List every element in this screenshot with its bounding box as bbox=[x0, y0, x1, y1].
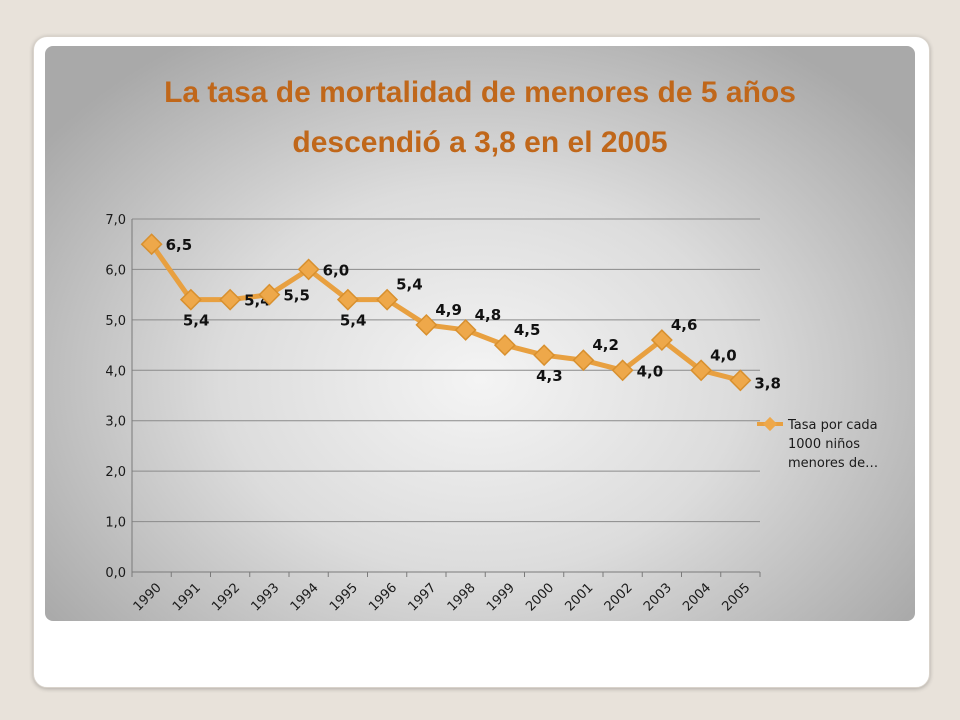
x-tick-label: 1996 bbox=[366, 580, 400, 614]
x-tick-label: 1994 bbox=[288, 580, 322, 614]
x-tick-label: 2003 bbox=[641, 580, 675, 614]
data-label: 6,5 bbox=[166, 236, 193, 254]
chart-title-line-1: La tasa de mortalidad de menores de 5 añ… bbox=[164, 76, 796, 109]
data-point bbox=[258, 283, 281, 306]
data-label: 4,0 bbox=[637, 362, 664, 380]
data-point bbox=[140, 233, 163, 256]
data-point bbox=[690, 359, 713, 382]
y-tick-label: 3,0 bbox=[105, 415, 126, 430]
data-label: 5,5 bbox=[283, 287, 310, 305]
x-tick-label: 1998 bbox=[445, 580, 479, 614]
data-point bbox=[650, 329, 673, 351]
x-tick-label: 2002 bbox=[602, 580, 636, 614]
data-label: 4,6 bbox=[671, 316, 698, 334]
data-label: 4,8 bbox=[475, 306, 502, 324]
legend-marker bbox=[762, 416, 778, 432]
data-point bbox=[611, 359, 634, 382]
x-tick-label: 1997 bbox=[405, 580, 439, 614]
x-tick-label: 2005 bbox=[719, 580, 753, 614]
chart-title: La tasa de mortalidad de menores de 5 añ… bbox=[45, 68, 915, 168]
data-label: 6,0 bbox=[323, 261, 350, 279]
y-tick-label: 6,0 bbox=[105, 263, 126, 278]
x-tick-label: 2001 bbox=[562, 580, 596, 614]
chart-title-line-2: descendió a 3,8 en el 2005 bbox=[292, 126, 668, 159]
x-tick-label: 2000 bbox=[523, 580, 557, 614]
x-tick-label: 1992 bbox=[209, 580, 243, 614]
x-tick-label: 1993 bbox=[248, 580, 282, 614]
x-tick-label: 1990 bbox=[131, 580, 165, 614]
data-label: 5,4 bbox=[340, 312, 367, 330]
y-tick-label: 0,0 bbox=[105, 566, 126, 581]
y-tick-label: 7,0 bbox=[105, 213, 126, 228]
data-point bbox=[572, 349, 595, 372]
data-label: 4,2 bbox=[592, 336, 619, 354]
data-point bbox=[219, 288, 242, 311]
data-point bbox=[179, 288, 202, 311]
data-point bbox=[493, 334, 516, 357]
data-point bbox=[454, 318, 477, 341]
data-label: 5,4 bbox=[183, 312, 210, 330]
x-tick-label: 1991 bbox=[170, 580, 204, 614]
data-point bbox=[376, 288, 399, 311]
data-point bbox=[729, 369, 752, 392]
data-point bbox=[533, 344, 556, 367]
data-label: 4,3 bbox=[536, 367, 563, 385]
data-label: 4,9 bbox=[435, 301, 462, 319]
data-point bbox=[297, 258, 320, 281]
y-tick-label: 1,0 bbox=[105, 516, 126, 531]
legend-label: menores de… bbox=[788, 456, 878, 471]
x-tick-label: 2004 bbox=[680, 580, 714, 614]
data-label: 4,5 bbox=[514, 321, 541, 339]
y-tick-label: 2,0 bbox=[105, 465, 126, 480]
y-tick-label: 4,0 bbox=[105, 364, 126, 379]
y-tick-label: 5,0 bbox=[105, 314, 126, 329]
x-tick-label: 1995 bbox=[327, 580, 361, 614]
data-point bbox=[415, 313, 438, 336]
data-label: 3,8 bbox=[754, 374, 781, 392]
legend-label: 1000 niños bbox=[788, 437, 860, 452]
data-label: 5,4 bbox=[396, 276, 423, 294]
series-line bbox=[149, 241, 743, 383]
x-tick-label: 1999 bbox=[484, 580, 518, 614]
legend-label: Tasa por cada bbox=[787, 418, 878, 433]
data-point bbox=[336, 288, 359, 311]
data-label: 4,0 bbox=[710, 346, 737, 364]
